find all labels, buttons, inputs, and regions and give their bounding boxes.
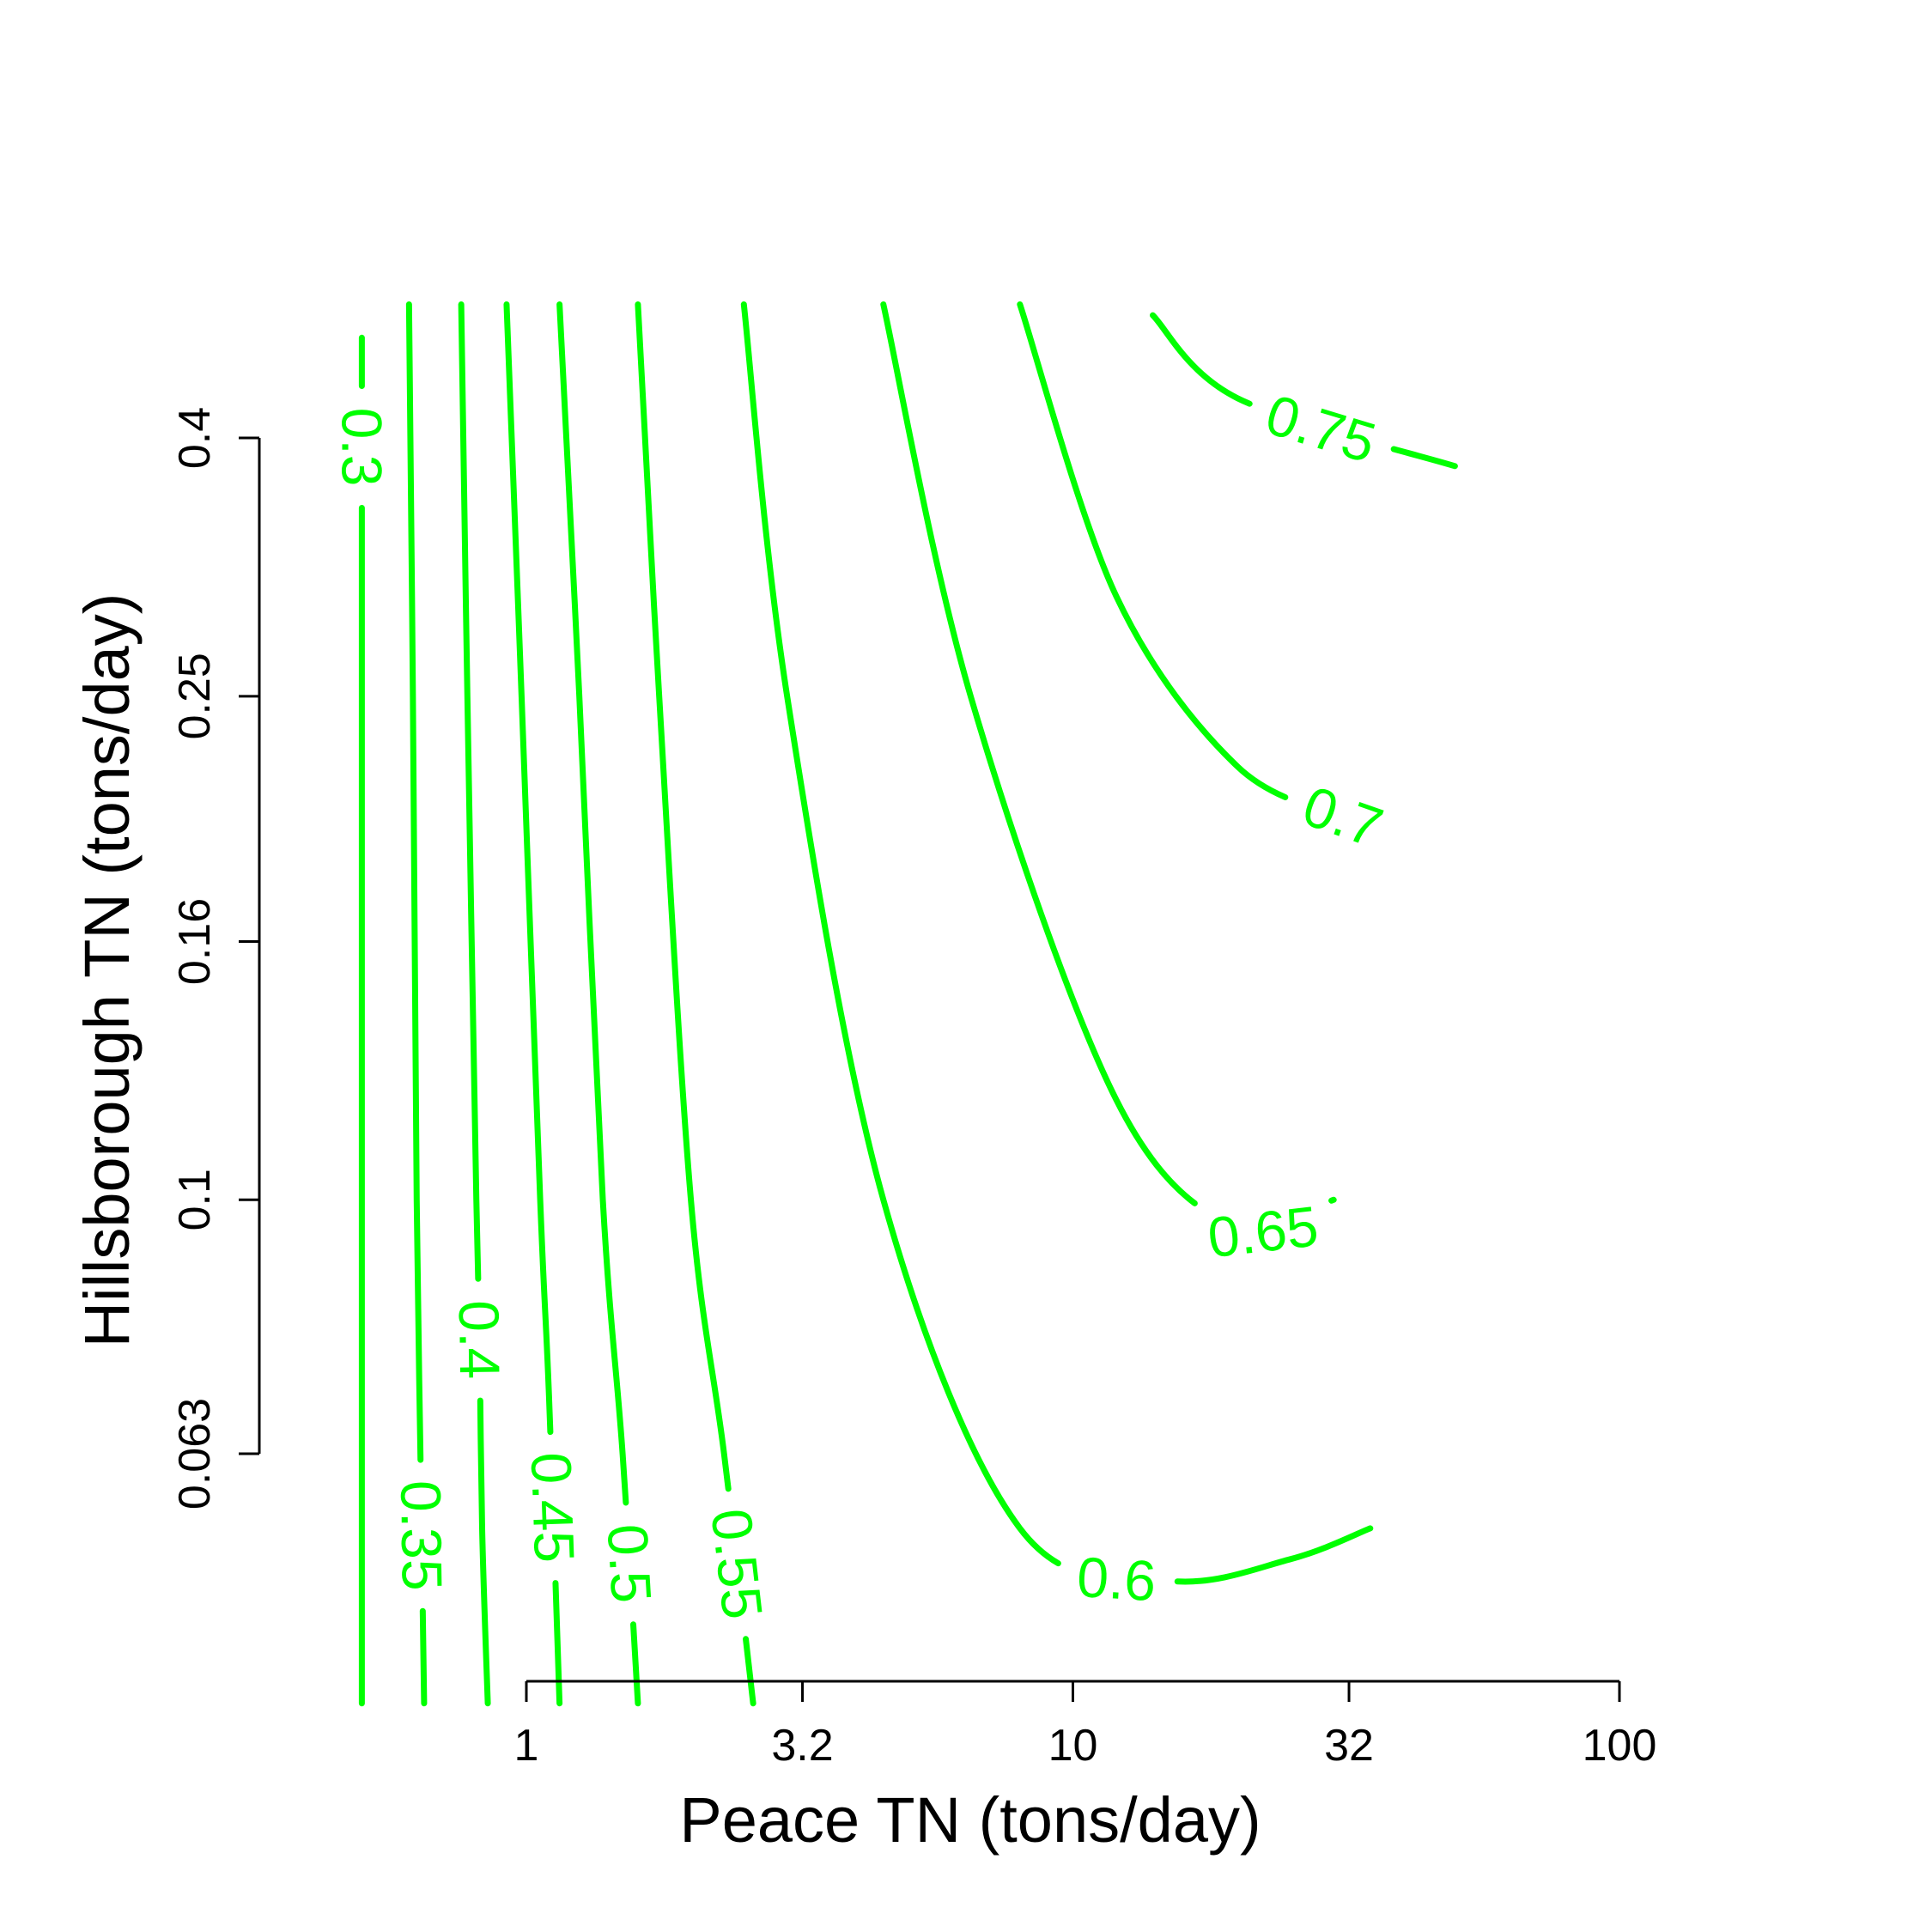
x-axis: 1 3.2 10 32 100 bbox=[514, 1680, 1657, 1771]
contour-line bbox=[740, 301, 1374, 1585]
contour-line bbox=[458, 301, 491, 1707]
contour-line bbox=[880, 301, 1337, 1236]
contour-labels: 0.3 0.35 0.4 0.45 0.5 0.55 0.6 0.65 0.7 0.75 bbox=[330, 382, 1390, 1622]
x-tick-label: 32 bbox=[1324, 1721, 1374, 1771]
contour-label: 0.4 bbox=[447, 1300, 512, 1380]
contour-label: 0.65 bbox=[1205, 1194, 1321, 1269]
contour-label: 0.35 bbox=[389, 1479, 454, 1591]
contour-label: 0.5 bbox=[596, 1522, 664, 1605]
contour-label: 0.45 bbox=[519, 1451, 586, 1564]
x-tick-label: 3.2 bbox=[771, 1721, 833, 1771]
contour-lines bbox=[358, 301, 1458, 1707]
contour-label: 0.3 bbox=[330, 408, 393, 487]
contour-label: 0.6 bbox=[1075, 1545, 1157, 1613]
y-tick-label: 0.063 bbox=[170, 1398, 220, 1510]
contour-line bbox=[635, 301, 756, 1707]
contour-line bbox=[405, 301, 428, 1707]
y-axis: 0.063 0.1 0.16 0.25 0.4 bbox=[170, 407, 261, 1510]
contour-label: 0.7 bbox=[1295, 774, 1390, 860]
y-tick-label: 0.16 bbox=[170, 898, 220, 985]
x-axis-title: Peace TN (tons/day) bbox=[679, 1784, 1261, 1856]
y-tick-label: 0.25 bbox=[170, 653, 220, 739]
contour-label: 0.55 bbox=[699, 1505, 775, 1622]
x-tick-label: 100 bbox=[1583, 1721, 1657, 1771]
contour-line bbox=[503, 301, 563, 1707]
contour-line bbox=[556, 301, 641, 1707]
y-axis-title: Hillsborough TN (tons/day) bbox=[71, 593, 143, 1348]
contour-line bbox=[1150, 312, 1458, 470]
y-tick-label: 0.1 bbox=[170, 1169, 220, 1230]
x-tick-label: 10 bbox=[1048, 1721, 1098, 1771]
contour-line bbox=[1017, 301, 1352, 823]
y-tick-label: 0.4 bbox=[170, 407, 220, 469]
contour-label: 0.75 bbox=[1259, 382, 1382, 475]
x-tick-label: 1 bbox=[514, 1721, 539, 1771]
